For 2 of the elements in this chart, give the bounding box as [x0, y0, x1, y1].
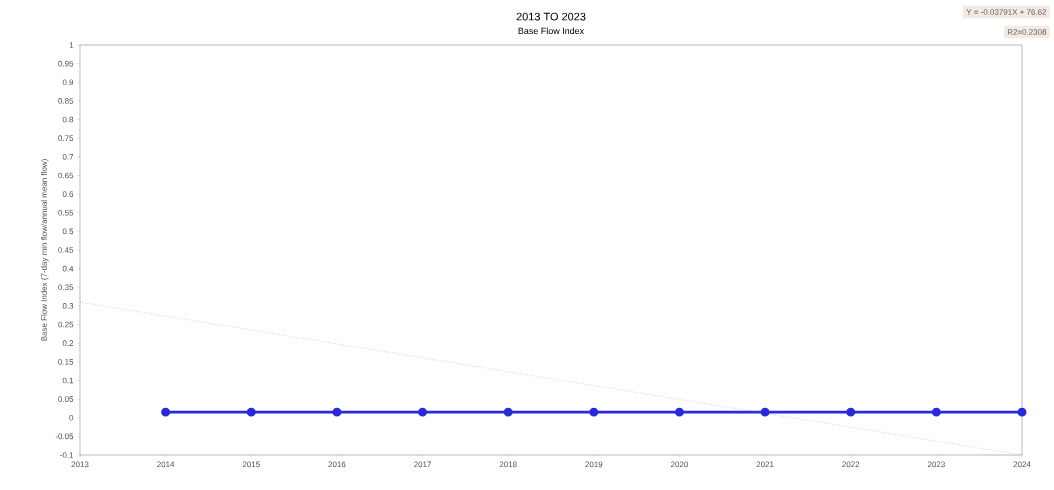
chart-title: 2013 TO 2023	[516, 12, 586, 21]
chart-subtitle: Base Flow Index	[518, 27, 585, 35]
